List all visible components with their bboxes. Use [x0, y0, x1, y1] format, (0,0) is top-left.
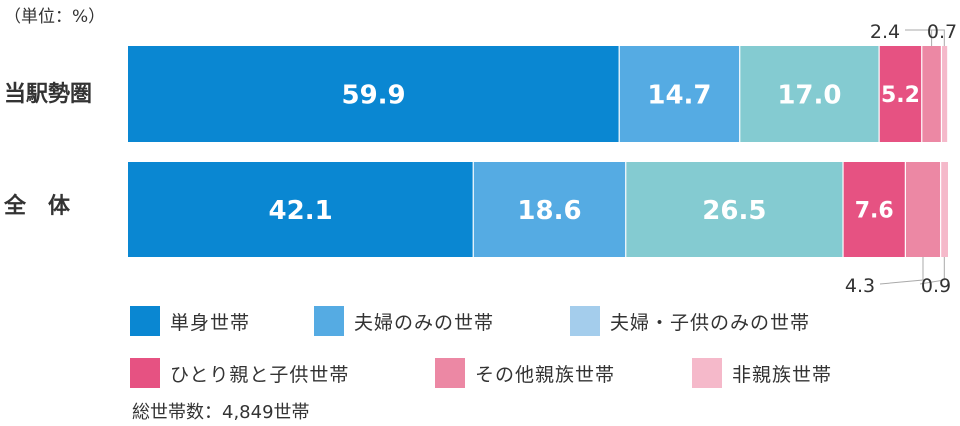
data-label-station-area-single: 59.9	[342, 80, 406, 110]
data-label-overall-single-parent: 7.6	[855, 198, 894, 223]
bar-station-area-couple	[619, 46, 740, 142]
row-label-overall: 全 体	[4, 194, 71, 219]
legend-label: 単身世帯	[170, 311, 251, 334]
bar-overall-single	[128, 162, 474, 257]
data-label-station-area-single-parent: 5.2	[881, 83, 920, 108]
legend-swatch	[130, 358, 160, 388]
data-label-overall-non-relatives: 0.9	[921, 275, 951, 297]
bar-overall-other-relatives	[905, 162, 941, 257]
bar-station-area-other-relatives	[921, 46, 942, 142]
legend-item-couple: 夫婦のみの世帯	[314, 306, 494, 336]
legend-item-other-relatives: その他親族世帯	[435, 358, 615, 388]
legend-swatch	[570, 306, 600, 336]
legend-item-non-relatives: 非親族世帯	[692, 358, 832, 388]
stacked-bar-chart: 59.9 14.7 17.0 5.2 2.4 0.7 42.1 18.6 26.5 7.6 4.3 0…	[128, 21, 957, 297]
data-label-overall-couple: 18.6	[517, 196, 581, 226]
row-label-station-area: 当駅勢圏	[4, 82, 93, 107]
unit-label: （単位：%）	[4, 7, 106, 27]
bar-station-area-single	[128, 46, 620, 142]
data-label-station-area-couple-children: 17.0	[777, 80, 841, 110]
bar-station-area-single-parent	[879, 46, 922, 142]
legend-swatch	[435, 358, 465, 388]
data-label-station-area-couple: 14.7	[647, 80, 711, 110]
legend-item-single: 単身世帯	[130, 306, 250, 336]
legend-label: その他親族世帯	[475, 363, 616, 386]
legend-label: 夫婦・子供のみの世帯	[610, 311, 811, 334]
legend-swatch	[130, 306, 160, 336]
legend-item-single-parent: ひとり親と子供世帯	[130, 358, 349, 388]
legend-swatch	[692, 358, 722, 388]
bar-overall-single-parent	[843, 162, 906, 257]
legend-label: 非親族世帯	[732, 363, 833, 386]
leader-line	[919, 257, 945, 285]
bar-station-area-non-relatives	[941, 46, 948, 142]
data-label-overall-other-relatives: 4.3	[845, 275, 875, 297]
data-label-station-area-other-relatives: 2.4	[870, 21, 900, 43]
legend-swatch	[314, 306, 344, 336]
data-label-overall-single: 42.1	[269, 196, 333, 226]
legend-label: 夫婦のみの世帯	[354, 311, 495, 334]
bar-overall-couple	[473, 162, 626, 257]
total-households: 総世帯数：4,849世帯	[132, 402, 310, 423]
bar-station-area-couple-children	[739, 46, 880, 142]
data-label-station-area-non-relatives: 0.7	[927, 21, 957, 43]
bar-overall-non-relatives	[940, 162, 948, 257]
legend-label: ひとり親と子供世帯	[170, 363, 350, 386]
bar-overall-couple-children	[625, 162, 844, 257]
legend-item-couple-children: 夫婦・子供のみの世帯	[570, 306, 810, 336]
leader-line	[879, 257, 924, 285]
data-label-overall-couple-children: 26.5	[702, 196, 766, 226]
leader-line	[924, 29, 945, 46]
